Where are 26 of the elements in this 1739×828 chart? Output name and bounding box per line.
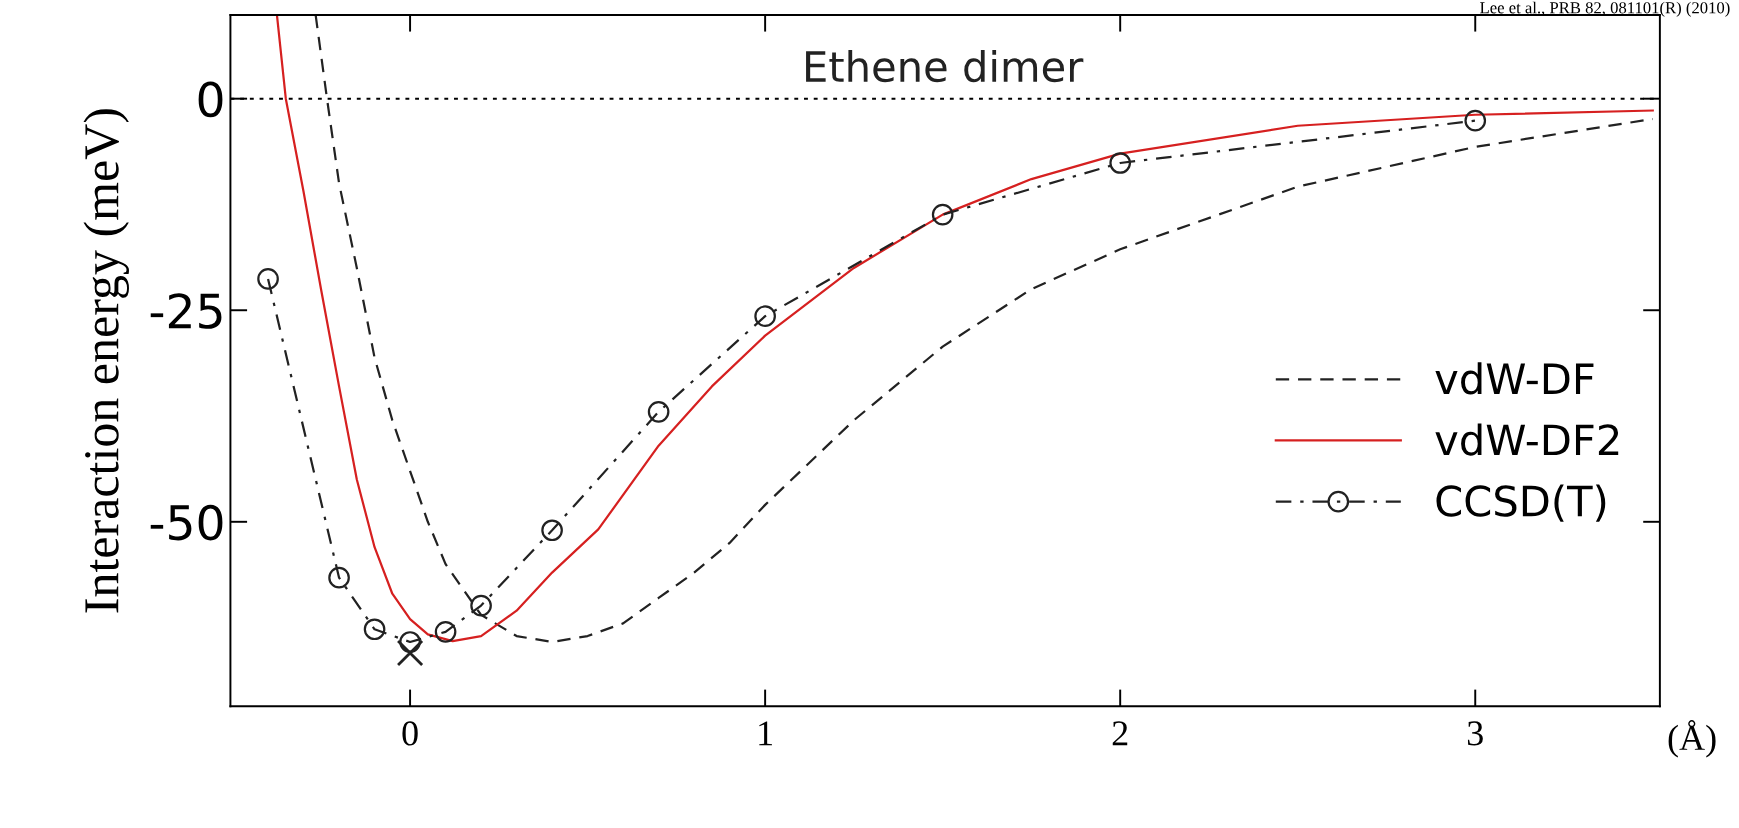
x-tick-label: 1 [759,721,772,746]
legend-label: vdW-DF2 [1435,423,1619,456]
point [399,631,421,653]
x-tick-label: 3 [1467,721,1483,746]
annotation: Ethene dimer [806,50,1084,83]
y-tick-label: -25 [150,293,222,329]
point [541,519,563,542]
x-axis-title: (Å) [1668,720,1716,758]
point [396,639,424,667]
point [363,618,386,641]
point [1109,152,1132,174]
point [470,594,492,617]
legend-label: vdW-DF [1435,362,1594,395]
y-tick-label: -50 [150,504,223,541]
point [257,268,279,290]
y-axis-title: Interaction energy (meV) [83,109,129,613]
y-tick-label: 0 [198,81,223,118]
point [1464,109,1487,132]
point [931,203,954,226]
point [434,620,457,643]
point [647,400,670,423]
legend-label: CCSD(T) [1436,484,1606,522]
x-tick-label: 2 [1112,721,1128,746]
point [754,305,776,327]
x-tick-label: 0 [402,721,418,746]
point [328,566,350,589]
